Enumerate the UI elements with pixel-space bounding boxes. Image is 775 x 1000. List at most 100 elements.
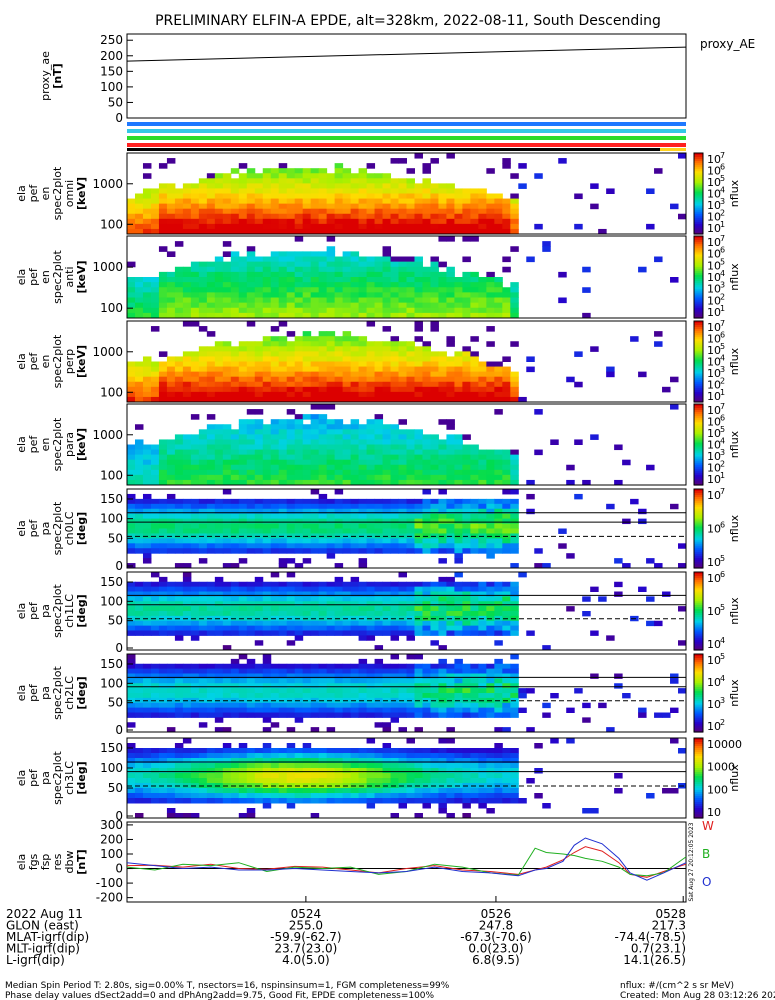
heatmap-cell <box>222 513 232 520</box>
heatmap-cell <box>254 508 264 515</box>
heatmap-cell <box>238 183 248 189</box>
heatmap-cell <box>366 586 376 592</box>
heatmap-cell <box>222 266 232 273</box>
heatmap-cell <box>470 528 479 534</box>
heatmap-cell <box>454 683 463 689</box>
heatmap-cell <box>174 459 184 466</box>
heatmap-cell <box>182 693 192 699</box>
heatmap-cell <box>294 513 304 520</box>
heatmap-cell <box>334 763 344 769</box>
heatmap-cell <box>246 813 256 819</box>
heatmap-cell <box>254 218 264 225</box>
heatmap-cell <box>262 498 272 505</box>
heatmap-cell <box>534 409 543 415</box>
heatmap-cell <box>510 673 519 679</box>
heatmap-cell <box>158 381 168 388</box>
heatmap-cell <box>366 620 376 627</box>
heatmap-cell <box>294 193 304 200</box>
heatmap-cell <box>246 678 256 684</box>
heatmap-cell <box>286 498 296 505</box>
heatmap-cell <box>254 193 264 200</box>
heatmap-cell <box>182 768 192 774</box>
heatmap-cell <box>310 508 320 515</box>
heatmap-cell <box>214 591 224 597</box>
heatmap-cell <box>398 572 407 578</box>
heatmap-cell <box>246 586 256 592</box>
heatmap-cell <box>350 788 360 794</box>
heatmap-cell <box>374 596 384 602</box>
heatmap-cell <box>254 198 264 205</box>
heatmap-cell <box>470 611 479 617</box>
heatmap-cell <box>182 474 192 481</box>
heatmap-cell <box>166 712 176 718</box>
colorbar-tick: 10 <box>707 333 721 346</box>
heatmap-cell <box>350 688 360 694</box>
colorbar-cell <box>694 303 703 307</box>
heatmap-cell <box>127 223 136 230</box>
heatmap-cell <box>326 464 336 471</box>
heatmap-cell <box>198 596 208 602</box>
heatmap-cell <box>390 753 400 759</box>
heatmap-cell <box>238 307 248 314</box>
heatmap-cell <box>246 391 256 398</box>
heatmap-cell <box>286 763 296 769</box>
heatmap-cell <box>246 513 256 520</box>
heatmap-cell <box>230 768 240 774</box>
heatmap-cell <box>334 498 344 505</box>
heatmap-cell <box>454 297 463 304</box>
colorbar-cell <box>694 472 703 476</box>
heatmap-cell <box>318 793 328 799</box>
heatmap-cell <box>182 503 192 510</box>
heatmap-cell <box>246 287 256 293</box>
heatmap-cell <box>150 788 160 794</box>
heatmap-cell <box>270 474 280 481</box>
heatmap-cell <box>158 518 168 525</box>
heatmap-cell <box>318 707 328 713</box>
heatmap-cell <box>190 688 200 694</box>
heatmap-cell <box>374 630 384 636</box>
heatmap-cell <box>294 297 304 304</box>
heatmap-cell <box>382 246 392 252</box>
heatmap-cell <box>198 793 208 799</box>
heatmap-cell <box>182 312 192 319</box>
heatmap-cell <box>342 528 352 534</box>
heatmap-cell <box>414 683 423 689</box>
heatmap-cell <box>494 297 503 304</box>
heatmap-cell <box>326 193 336 200</box>
heatmap-cell <box>158 213 168 220</box>
heatmap-cell <box>382 586 392 592</box>
heatmap-cell <box>350 223 360 230</box>
heatmap-cell <box>278 773 288 779</box>
heatmap-cell <box>206 361 216 368</box>
heatmap-cell <box>470 292 479 298</box>
heatmap-cell <box>222 606 232 612</box>
heatmap-cell <box>278 208 288 215</box>
heatmap-cell <box>510 208 519 215</box>
heatmap-cell <box>182 376 192 383</box>
heatmap-cell <box>502 693 511 699</box>
colorbar-cell <box>694 612 703 616</box>
heatmap-cell <box>190 271 200 278</box>
heatmap-cell <box>190 371 200 378</box>
colorbar-cell <box>694 496 703 500</box>
colorbar-cell <box>694 498 703 502</box>
heatmap-cell <box>278 753 288 759</box>
heatmap-cell <box>374 439 384 445</box>
colorbar-cell <box>694 665 703 669</box>
heatmap-cell <box>526 688 535 694</box>
heatmap-cell <box>158 625 168 631</box>
heatmap-cell <box>142 630 152 636</box>
heatmap-cell <box>310 376 320 383</box>
heatmap-cell <box>430 277 439 283</box>
heatmap-cell <box>286 668 296 674</box>
colorbar-cell <box>694 482 703 486</box>
colorbar-cell <box>694 197 703 201</box>
heatmap-cell <box>494 213 503 220</box>
heatmap-cell <box>462 469 471 476</box>
heatmap-cell <box>206 459 216 466</box>
heatmap-cell <box>374 788 384 794</box>
heatmap-cell <box>326 449 336 456</box>
heatmap-cell <box>374 668 384 674</box>
heatmap-cell <box>454 381 463 388</box>
colorbar-cell <box>694 258 703 262</box>
